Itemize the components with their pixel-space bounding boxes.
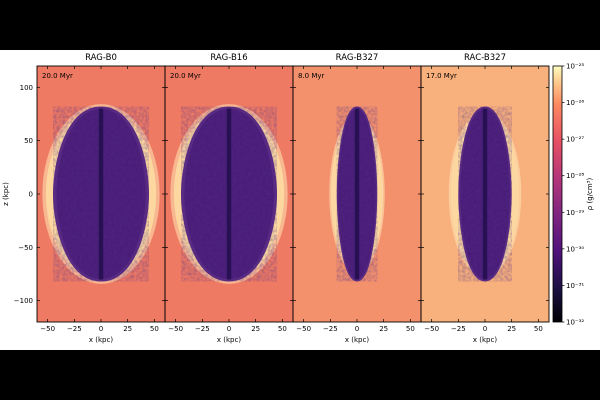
panel-time-label: 17.0 Myr — [426, 72, 457, 80]
y-tick-label: 50 — [24, 137, 33, 145]
x-tick-label: 0 — [99, 325, 103, 333]
panel-rag-b0 — [37, 66, 165, 322]
x-tick-label: 50 — [534, 325, 543, 333]
panels-layer — [37, 66, 549, 322]
x-tick-label: −50 — [168, 325, 183, 333]
x-tick-label: −25 — [451, 325, 466, 333]
x-tick-label: 0 — [227, 325, 231, 333]
y-tick-label: −100 — [14, 297, 33, 305]
panel-time-label: 8.0 Myr — [298, 72, 325, 80]
panel-time-label: 20.0 Myr — [170, 72, 201, 80]
colorbar: 10⁻²⁵ 10⁻²⁶ 10⁻²⁷ 10⁻²⁸ 10⁻²⁹ 10⁻³⁰ 10⁻³¹ 10⁻³²… — [552, 63, 594, 327]
x-tick-label: 25 — [379, 325, 388, 333]
x-axis-label: x (kpc) — [345, 336, 369, 344]
colorbar-tick-label: 10⁻²⁹ — [566, 209, 584, 217]
x-tick-label: 0 — [355, 325, 359, 333]
colorbar-tick-label: 10⁻³² — [566, 319, 584, 327]
axes-layer: RAG-B0 20.0 Myr −50 −25 0 25 50 x (kpc) −100 −50 0… — [2, 53, 550, 344]
jet-spine — [226, 108, 232, 280]
y-tick-label: 0 — [29, 191, 33, 199]
x-tick-label: 25 — [251, 325, 260, 333]
x-tick-label: 50 — [406, 325, 415, 333]
x-axis-label: x (kpc) — [217, 336, 241, 344]
colorbar-tick-label: 10⁻³¹ — [566, 282, 584, 290]
panel-title: RAG-B16 — [210, 53, 247, 63]
x-tick-label: −25 — [323, 325, 338, 333]
x-tick-label: −50 — [424, 325, 439, 333]
x-tick-label: −50 — [296, 325, 311, 333]
jet-spine — [98, 108, 104, 280]
colorbar-tick-label: 10⁻³⁰ — [566, 245, 584, 253]
panel-rac-b327 — [421, 66, 549, 322]
colorbar-tick-label: 10⁻²⁸ — [566, 172, 584, 180]
panel-title: RAG-B327 — [336, 53, 379, 63]
panel-rag-b16 — [165, 66, 293, 322]
panel-time-label: 20.0 Myr — [42, 72, 73, 80]
colorbar-tick-label: 10⁻²⁷ — [566, 136, 584, 144]
panel-title: RAG-B0 — [85, 53, 117, 63]
y-tick-label: −50 — [18, 244, 33, 252]
x-tick-label: 0 — [483, 325, 487, 333]
x-tick-label: 25 — [507, 325, 516, 333]
x-tick-label: 50 — [278, 325, 287, 333]
colorbar-tick-label: 10⁻²⁵ — [566, 63, 584, 71]
x-tick-label: −25 — [195, 325, 210, 333]
x-tick-label: −25 — [67, 325, 82, 333]
colorbar-label: ρ (g/cm³) — [586, 178, 594, 211]
jet-spine — [354, 108, 360, 280]
density-figure: RAG-B0 20.0 Myr −50 −25 0 25 50 x (kpc) −100 −50 0… — [2, 53, 594, 344]
panel-title: RAC-B327 — [464, 53, 506, 63]
panel-rag-b327 — [293, 66, 421, 322]
jet-spine — [482, 108, 488, 280]
x-axis-label: x (kpc) — [89, 336, 113, 344]
figure: RAG-B0 20.0 Myr −50 −25 0 25 50 x (kpc) −100 −50 0… — [0, 50, 600, 350]
colorbar-tick-label: 10⁻²⁶ — [566, 99, 584, 107]
colorbar-gradient — [552, 65, 563, 323]
x-tick-label: −50 — [40, 325, 55, 333]
x-tick-label: 25 — [123, 325, 132, 333]
x-axis-label: x (kpc) — [473, 336, 497, 344]
y-tick-label: 100 — [20, 84, 33, 92]
x-tick-label: 50 — [150, 325, 159, 333]
y-axis-label: z (kpc) — [2, 182, 10, 206]
